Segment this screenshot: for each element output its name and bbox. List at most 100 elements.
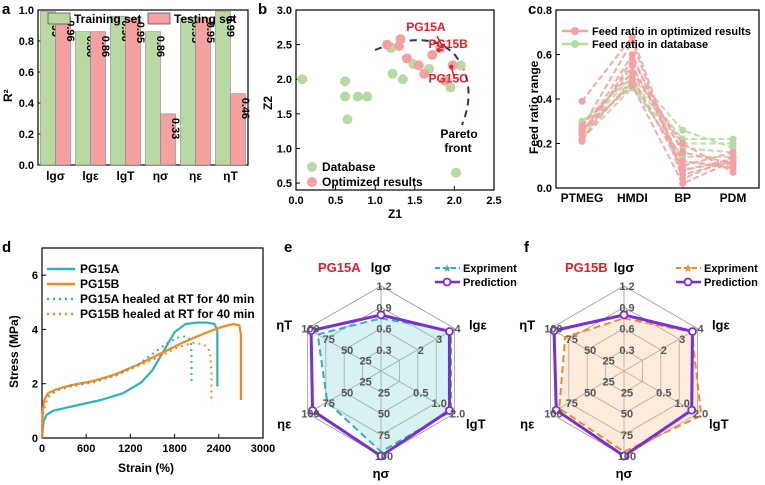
b-xtick-label: 0.5 [328,195,343,207]
a-ytick-label: 0.6 [19,67,34,79]
panel-c-label: c [528,1,536,18]
radar-ring-label: 50 [378,409,390,421]
radar-ring-label: 1.2 [619,281,634,293]
d-xtick-label: 600 [77,443,95,455]
feed-point [578,126,586,134]
radar-spoke [623,328,698,372]
panel-b-points [297,34,466,178]
annotation-pg15a: PG15A [406,20,446,34]
radar-ring-label: 25 [602,377,614,389]
panel-c: c 0.0 0.2 0.4 0.6 0.8 PTMEG HMDI BP PDM Feed rat… [527,1,760,205]
annotation-pareto: Pareto [440,127,477,141]
panel-a: a 0.0 0.2 0.4 0.6 0.8 1.0 0.99 0.96 0.86 0.86 0.9… [1,1,251,183]
feed-point [628,55,636,63]
radar-ring-label: 50 [584,345,596,357]
database-point [387,68,398,79]
b-ytick-label: 2.5 [277,40,292,52]
radar-spoke [550,328,625,372]
legend-training-set: Training set [74,12,141,26]
annotation-pg15b: PG15B [428,37,468,51]
legend-swatch-training [47,12,71,25]
annotation-front: front [444,141,471,155]
radar-ring-label: 25 [602,355,614,367]
legend-marker-f-prediction [683,277,693,287]
radar-axis-label: ηε [520,417,534,432]
radar-ring-label: 2.0 [450,409,465,421]
legend-marker-database [307,162,317,172]
panel-b-label: b [258,1,267,18]
radar-ring-label: 50 [621,409,633,421]
radar-ring-label: 100 [544,409,562,421]
a-xtick-label: ηT [223,169,238,183]
b-ytick-label: 2.0 [277,74,292,86]
database-point [455,60,466,71]
b-ytick-label: 3.0 [277,5,292,17]
radar-ring-label: 3 [436,334,442,346]
feed-point [679,162,687,170]
panel-e-legend: ★ Expriment Prediction [435,263,517,289]
radar-ring-label: 75 [621,430,633,442]
d-xtick-label: 1200 [118,443,142,455]
radar-ring-label: 75 [323,334,335,346]
panel-b: b 0.0 0.5 1.0 1.5 2.0 2.5 0.5 1.0 1.5 2.0 2.5 3.0 P… [258,1,502,221]
radar-ring-label: 25 [378,387,390,399]
panel-a-frame [37,9,249,166]
radar-axis-label: lgσ [371,260,392,275]
radar-axis-label: ηT [276,318,292,333]
radar-spoke [623,370,698,414]
a-ytick-label: 0.2 [19,129,34,141]
radar-prediction-marker [619,310,629,320]
b-xtick-label: 1.0 [368,195,383,207]
radar-ring-label: 2.0 [693,409,708,421]
optimized-point [401,53,412,64]
b-ytick-label: 0.5 [277,178,292,190]
b-xtick-label: 2.0 [447,195,462,207]
bar-testing-3 [160,113,176,166]
radar-prediction-marker [551,405,561,415]
panel-f-label: f [524,239,530,256]
radar-prediction-marker [306,326,316,336]
panel-f-legend: ★ Expriment Prediction [676,263,758,289]
bar-training-3 [145,31,161,166]
radar-ring-label: 2 [661,345,667,357]
panel-e-label: e [284,239,292,256]
feed-point [729,148,737,156]
radar-ring-label: 100 [301,409,319,421]
radar-ring-label: 100 [375,451,393,463]
legend-marker-optimized [307,177,317,187]
radar-spoke [550,370,625,414]
panel-c-y-label: Feed ratio range [527,60,541,154]
database-point [352,91,363,102]
annotation-arrow-head [440,44,445,48]
curve-pg15a [40,321,219,439]
radar-axis-label: lgε [712,318,730,333]
radar-ring-label: 0.9 [619,302,634,314]
feed-point [628,82,636,90]
database-point [340,91,351,102]
radar-spoke [380,328,455,372]
feed-point [679,126,687,134]
legend-pg15b-healed: PG15B healed at RT for 40 min [80,307,255,321]
radar-prediction-marker [687,405,697,415]
d-ytick-label: 4 [32,324,39,336]
d-ytick-label: 0 [32,433,38,445]
optimized-point [395,34,406,45]
legend-feed-optimized: Feed ratio in optimized results [592,26,751,38]
radar-ring-label: 100 [544,324,562,336]
database-point [340,76,351,87]
bar-value-label: 0.46 [239,98,251,119]
radar-axis-label: lgε [469,318,487,333]
optimized-feed-line [581,70,734,174]
c-ytick-label: 0.2 [537,139,552,151]
radar-ring-label: 100 [301,324,319,336]
legend-marker-optimized-feed [571,27,579,35]
radar-ring-label: 0.6 [376,324,391,336]
c-ytick-label: 0.0 [537,183,552,195]
c-xtick-label: PDM [720,191,747,205]
feed-point [729,140,737,147]
radar-ring-label: 75 [323,398,335,410]
panel-a-x-ticks: lgσ lgε lgT ησ ηε ηT [46,169,238,183]
a-ytick-label: 0.4 [19,98,35,110]
panel-d-label: d [2,239,11,256]
